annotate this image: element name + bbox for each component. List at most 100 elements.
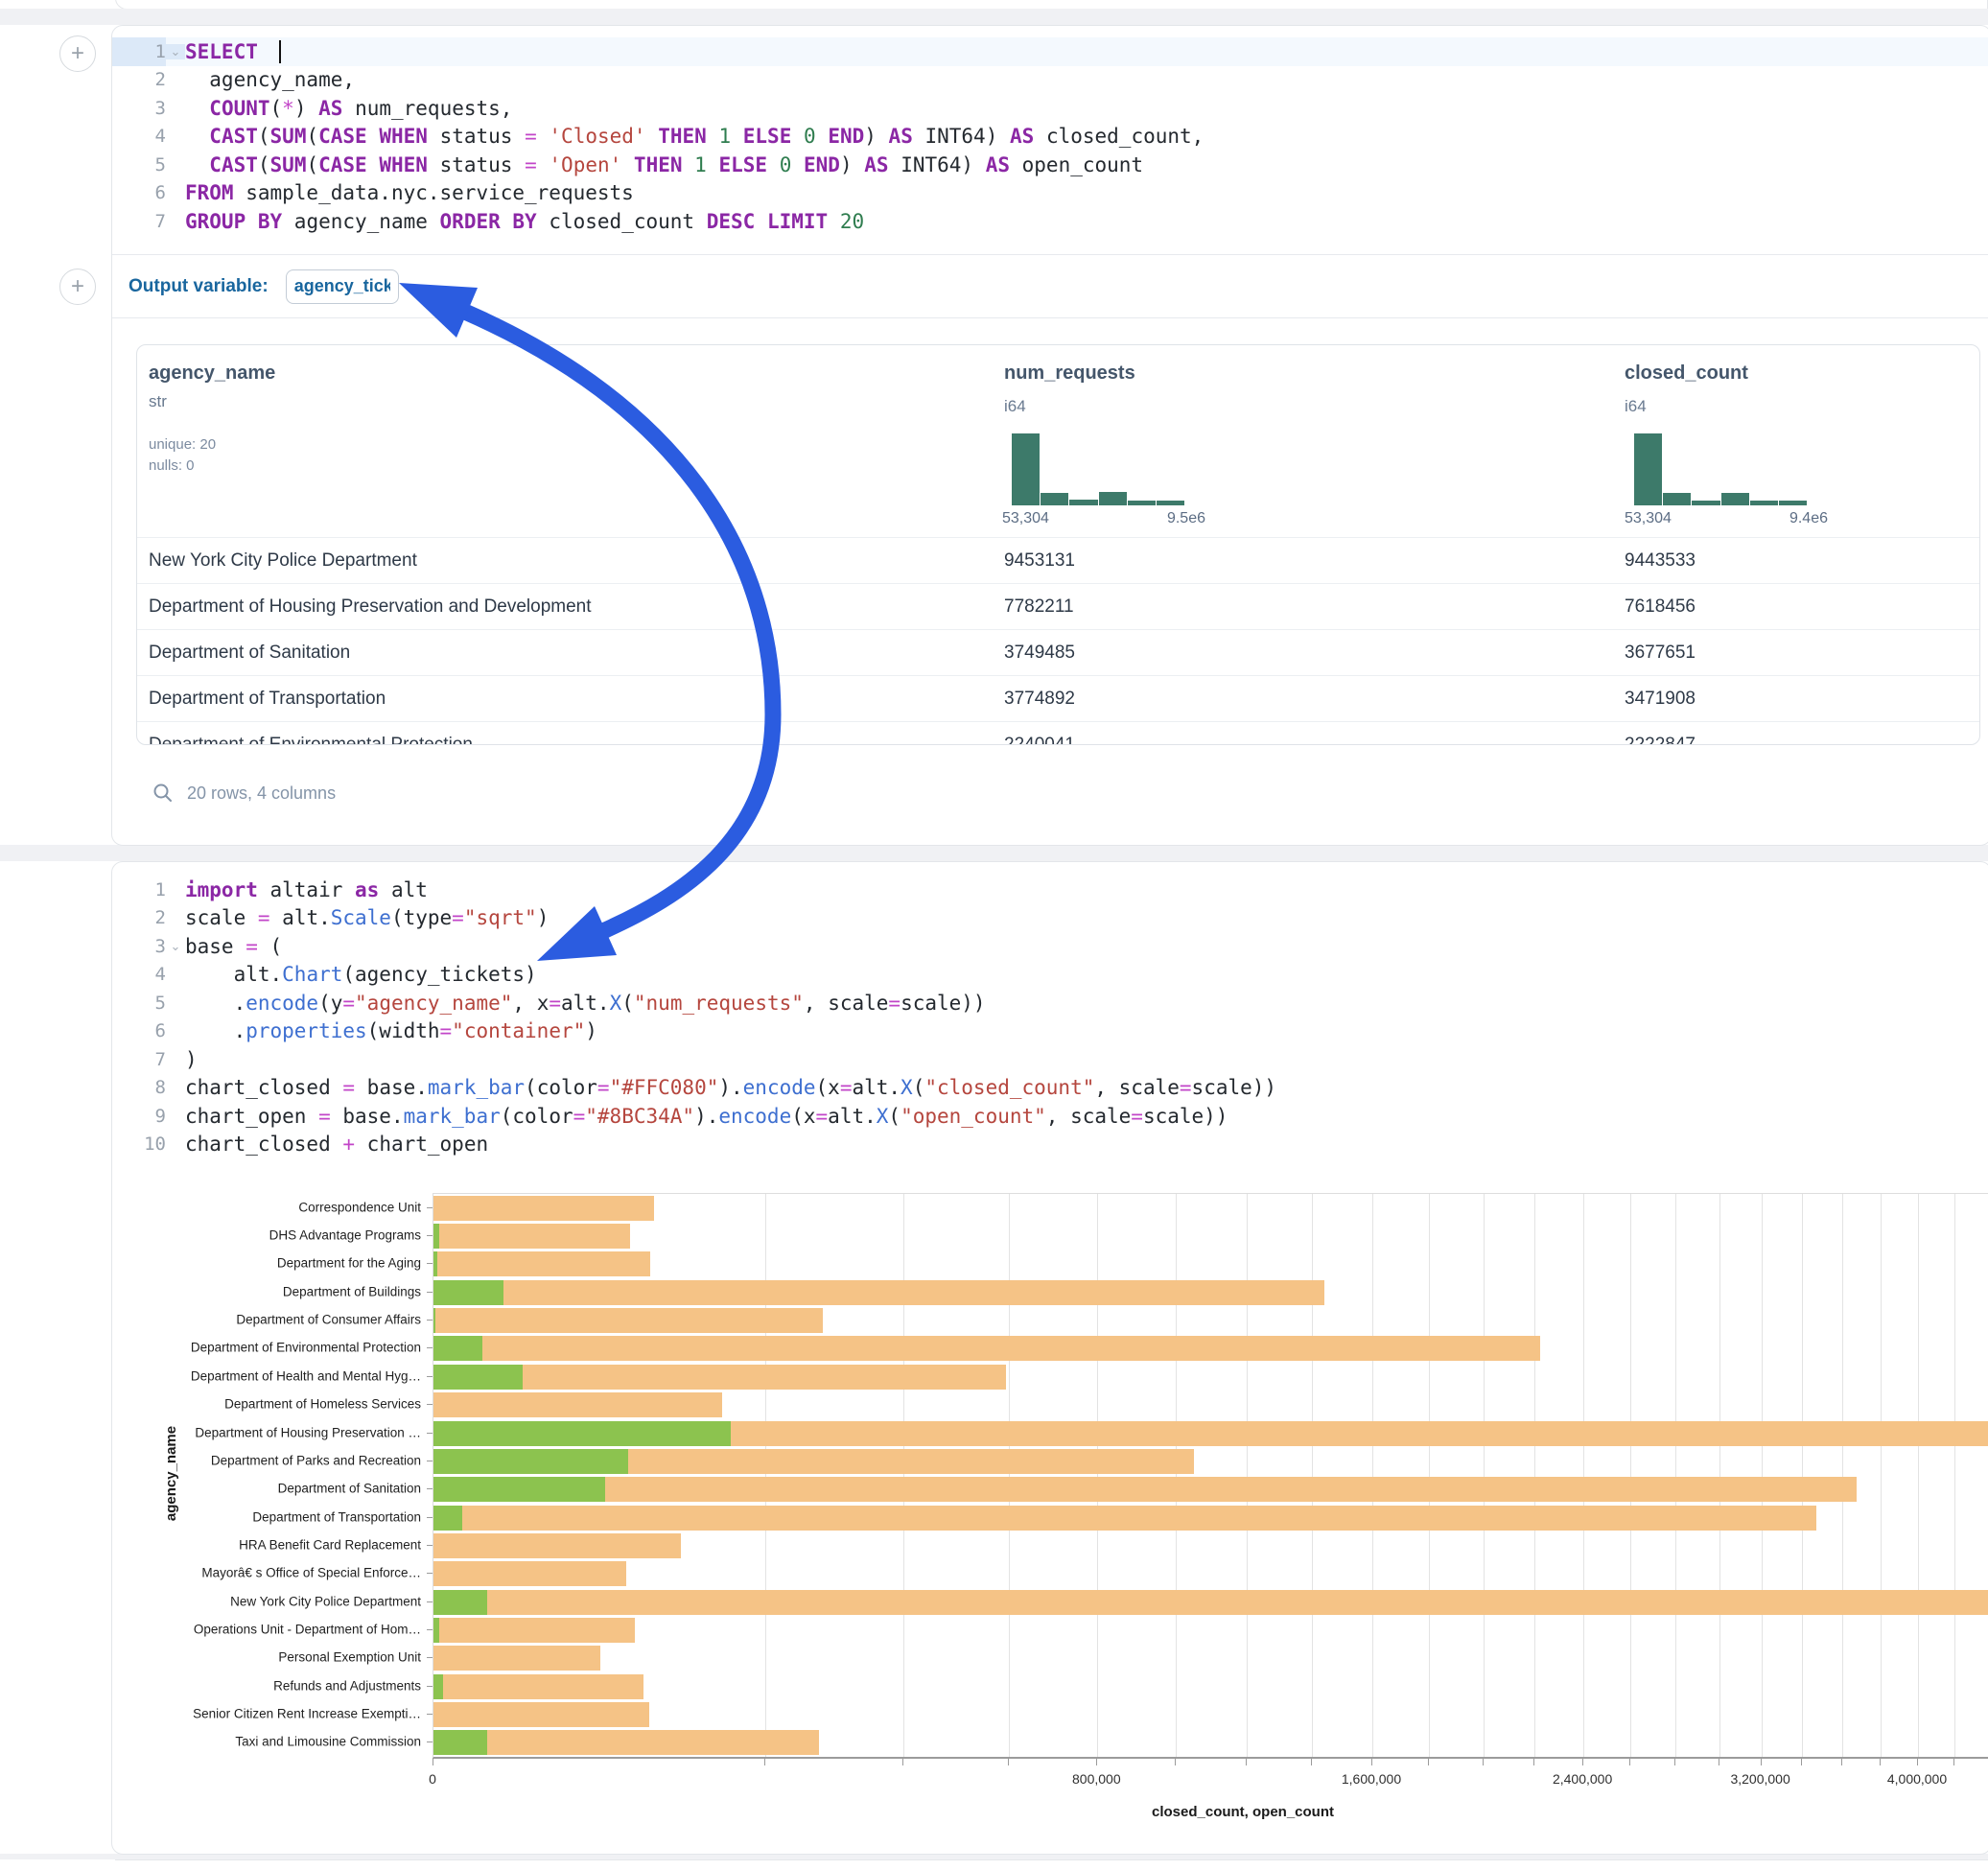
table-footer: 20 rows, 4 columns [152, 776, 336, 810]
code-line[interactable]: 10chart_closed + chart_open [112, 1131, 1988, 1159]
histogram-bin [1099, 492, 1127, 505]
histogram-bin [1721, 493, 1749, 505]
code-line[interactable]: 6 .properties(width="container") [112, 1017, 1988, 1046]
bar-open-count [433, 1506, 462, 1531]
fold-chevron-icon[interactable]: ⌄ [166, 44, 185, 59]
column-unique-count: unique: 20 [149, 434, 275, 456]
sql-code-editor[interactable]: 1⌄SELECT 2 agency_name,3 COUNT(*) AS num… [112, 37, 1988, 236]
code-line[interactable]: 7) [112, 1045, 1988, 1074]
x-tick [1629, 1758, 1630, 1765]
gridline [1675, 1194, 1676, 1757]
y-axis-label: Department of Housing Preservation … [112, 1425, 421, 1439]
code-text: agency_name, [185, 68, 355, 91]
table-row[interactable]: Department of Sanitation 3749485 3677651 [137, 629, 1979, 676]
gridline [1009, 1194, 1010, 1757]
output-variable-label: Output variable: [129, 276, 269, 297]
y-tick [427, 1545, 433, 1546]
cell-num-requests: 2240041 [1004, 735, 1075, 745]
add-cell-button[interactable]: + [59, 35, 96, 72]
x-tick [1761, 1758, 1762, 1765]
plus-icon: + [71, 275, 84, 298]
y-tick [427, 1657, 433, 1658]
histogram-bin [1012, 433, 1040, 505]
x-axis-label: 1,600,000 [1342, 1771, 1401, 1787]
code-line[interactable]: 3⌄base = ( [112, 932, 1988, 961]
line-number: 4 [155, 964, 166, 985]
search-icon[interactable] [152, 783, 174, 804]
code-line[interactable]: 1import altair as alt [112, 876, 1988, 904]
table-row[interactable]: New York City Police Department 9453131 … [137, 537, 1979, 584]
y-tick [427, 1488, 433, 1489]
y-tick [427, 1207, 433, 1208]
code-line[interactable]: 9chart_open = base.mark_bar(color="#8BC3… [112, 1102, 1988, 1131]
y-axis-label: Operations Unit - Department of Hom… [112, 1622, 421, 1636]
code-line[interactable]: 2scale = alt.Scale(type="sqrt") [112, 904, 1988, 933]
x-axis-label: 2,400,000 [1553, 1771, 1612, 1787]
gridline [1534, 1194, 1535, 1757]
histogram-bin [1779, 501, 1807, 505]
gridline [1097, 1194, 1098, 1757]
y-tick [427, 1376, 433, 1377]
output-variable-value: agency_tickets [294, 276, 390, 296]
y-axis-label: Correspondence Unit [112, 1200, 421, 1214]
x-tick [1311, 1758, 1312, 1765]
line-number: 5 [155, 993, 166, 1014]
divider [112, 317, 1988, 318]
column-name: closed_count [1625, 362, 1748, 385]
gridline [1719, 1194, 1720, 1757]
column-name: num_requests [1004, 362, 1135, 385]
code-line[interactable]: 5 CAST(SUM(CASE WHEN status = 'Open' THE… [112, 151, 1988, 179]
code-text: chart_closed = base.mark_bar(color="#FFC… [185, 1076, 1276, 1099]
line-number: 1 [155, 879, 166, 900]
y-tick [427, 1263, 433, 1264]
next-cell-edge [115, 1859, 1988, 1870]
bar-closed-count [433, 1533, 681, 1558]
y-axis-title: agency_name [163, 1425, 179, 1520]
line-number: 3 [155, 936, 166, 957]
y-tick [427, 1517, 433, 1518]
x-axis-label: 4,000,000 [1887, 1771, 1947, 1787]
output-variable-chip[interactable]: agency_tickets [286, 269, 399, 304]
cell-agency-name: Department of Sanitation [149, 643, 350, 664]
bar-closed-count [433, 1590, 1988, 1615]
code-line[interactable]: 1⌄SELECT [112, 37, 1988, 66]
bar-open-count [433, 1280, 503, 1305]
gridline [1630, 1194, 1631, 1757]
histogram-bin [1157, 501, 1184, 505]
bar-closed-count [433, 1196, 654, 1221]
gridline [1881, 1194, 1882, 1757]
x-tick [1880, 1758, 1881, 1765]
y-axis-label: Department of Parks and Recreation [112, 1453, 421, 1467]
bar-closed-count [433, 1646, 600, 1671]
histogram-min-label: 53,304 [1625, 510, 1672, 527]
x-tick [1533, 1758, 1534, 1765]
code-text: ) [185, 1048, 198, 1071]
y-tick [427, 1235, 433, 1236]
add-cell-button[interactable]: + [59, 269, 96, 305]
bar-closed-count [433, 1730, 819, 1755]
code-line[interactable]: 3 COUNT(*) AS num_requests, [112, 94, 1988, 123]
line-number: 2 [155, 69, 166, 90]
code-line[interactable]: 5 .encode(y="agency_name", x=alt.X("num_… [112, 989, 1988, 1017]
code-line[interactable]: 4 alt.Chart(agency_tickets) [112, 961, 1988, 990]
code-line[interactable]: 7GROUP BY agency_name ORDER BY closed_co… [112, 207, 1988, 236]
table-row[interactable]: Department of Environmental Protection 2… [137, 721, 1979, 745]
y-axis-label: Taxi and Limousine Commission [112, 1735, 421, 1749]
code-line[interactable]: 2 agency_name, [112, 66, 1988, 95]
line-number: 4 [155, 126, 166, 147]
line-number: 2 [155, 907, 166, 928]
y-axis-label: New York City Police Department [112, 1594, 421, 1608]
table-row[interactable]: Department of Transportation 3774892 347… [137, 675, 1979, 722]
python-code-editor[interactable]: 1import altair as alt2scale = alt.Scale(… [112, 876, 1988, 1158]
line-number: 9 [155, 1106, 166, 1127]
x-tick [1175, 1758, 1176, 1765]
x-tick [1801, 1758, 1802, 1765]
code-line[interactable]: 6FROM sample_data.nyc.service_requests [112, 179, 1988, 208]
fold-chevron-icon[interactable]: ⌄ [166, 939, 185, 954]
code-line[interactable]: 8chart_closed = base.mark_bar(color="#FF… [112, 1074, 1988, 1103]
x-axis-label: 800,000 [1072, 1771, 1121, 1787]
bar-closed-count [433, 1280, 1324, 1305]
table-row[interactable]: Department of Housing Preservation and D… [137, 583, 1979, 630]
code-line[interactable]: 4 CAST(SUM(CASE WHEN status = 'Closed' T… [112, 123, 1988, 152]
code-text: COUNT(*) AS num_requests, [185, 97, 512, 120]
